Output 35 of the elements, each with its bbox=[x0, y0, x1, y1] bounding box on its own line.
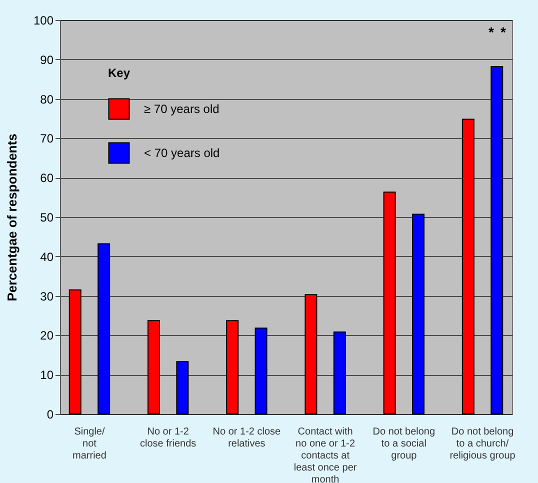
y-tick-label: 80 bbox=[40, 92, 54, 106]
y-tick-label: 20 bbox=[40, 328, 54, 343]
bar bbox=[490, 66, 504, 414]
x-tick-label: Single/ not married bbox=[72, 426, 106, 462]
legend-label: ≥ 70 years old bbox=[144, 102, 220, 116]
bar bbox=[462, 118, 474, 414]
bar bbox=[304, 294, 318, 414]
bar bbox=[412, 214, 425, 414]
y-tick-label: 90 bbox=[40, 52, 54, 67]
x-tick-label: Do not belong to a social group bbox=[372, 426, 436, 462]
y-tick-label: 50 bbox=[40, 210, 54, 224]
bar bbox=[226, 320, 239, 414]
y-tick-label: 0 bbox=[46, 408, 54, 422]
y-tick-label: 40 bbox=[40, 250, 54, 264]
bar bbox=[176, 361, 189, 414]
x-tick-label: No or 1-2 close relatives bbox=[212, 426, 282, 450]
x-tick-label: Do not belong to a church/ religious group bbox=[450, 426, 516, 462]
y-tick-label: 70 bbox=[40, 132, 54, 146]
bar bbox=[68, 289, 82, 414]
y-tick-label: 10 bbox=[40, 368, 54, 382]
x-tick-label: No or 1-2 close friends bbox=[140, 426, 196, 450]
annotation: * bbox=[488, 24, 495, 40]
y-tick-label: 60 bbox=[40, 171, 54, 186]
annotation: * bbox=[500, 24, 507, 40]
y-axis-title: Percentgae of respondents bbox=[4, 134, 20, 302]
bar bbox=[333, 332, 346, 414]
bar bbox=[98, 243, 110, 414]
legend-label: < 70 years old bbox=[144, 146, 220, 160]
legend-title: Key bbox=[108, 66, 130, 80]
x-tick-label: Contact with no one or 1-2 contacts at least once per month bbox=[294, 426, 358, 483]
bar bbox=[383, 192, 396, 414]
bar bbox=[147, 320, 160, 414]
y-tick-label: 100 bbox=[33, 14, 54, 28]
bar bbox=[254, 328, 268, 414]
y-tick-label: 30 bbox=[40, 289, 54, 304]
